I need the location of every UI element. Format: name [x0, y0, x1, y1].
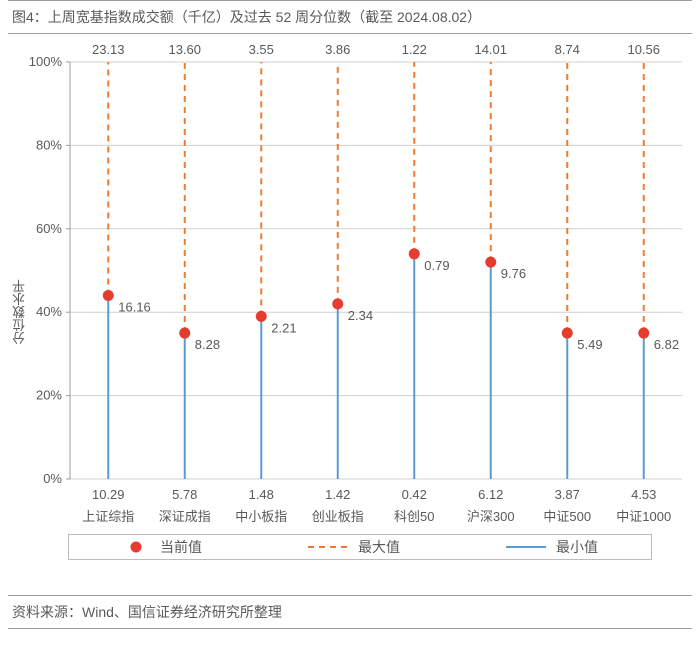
- current-dot: [409, 248, 420, 259]
- legend-current-label: 当前值: [160, 537, 202, 557]
- min-value-label: 6.12: [478, 487, 503, 502]
- source-line: 资料来源：Wind、国信证券经济研究所整理: [8, 595, 692, 629]
- category-label: 中证1000: [616, 509, 671, 524]
- category-label: 沪深300: [467, 509, 515, 524]
- min-value-label: 3.87: [555, 487, 580, 502]
- current-dot: [638, 328, 649, 339]
- legend-min-label: 最小值: [556, 537, 598, 557]
- svg-text:80%: 80%: [36, 137, 62, 152]
- current-value-label: 8.28: [195, 337, 220, 352]
- current-dot: [179, 328, 190, 339]
- current-value-label: 2.21: [271, 320, 296, 335]
- max-value-label: 8.74: [555, 42, 580, 57]
- svg-text:40%: 40%: [36, 304, 62, 319]
- max-value-label: 14.01: [474, 42, 507, 57]
- category-label: 科创50: [394, 509, 434, 524]
- current-value-label: 5.49: [577, 337, 602, 352]
- max-value-label: 3.55: [249, 42, 274, 57]
- min-value-label: 1.48: [249, 487, 274, 502]
- chart-title: 图4：上周宽基指数成交额（千亿）及过去 52 周分位数（截至 2024.08.0…: [8, 0, 692, 34]
- current-dot: [256, 311, 267, 322]
- min-value-label: 10.29: [92, 487, 125, 502]
- current-dot: [103, 290, 114, 301]
- range-dot-chart: 0% 20% 40% 60% 80% 100% 23.13 10.29 上证综指 16.16 13.…: [8, 34, 692, 534]
- min-value-label: 5.78: [172, 487, 197, 502]
- current-value-label: 9.76: [501, 266, 526, 281]
- max-value-label: 13.60: [168, 42, 201, 57]
- svg-text:0%: 0%: [43, 471, 62, 486]
- y-axis-label: 分位数水平: [10, 279, 29, 344]
- legend-max-label: 最大值: [358, 537, 400, 557]
- svg-text:20%: 20%: [36, 388, 62, 403]
- svg-text:100%: 100%: [29, 54, 63, 69]
- min-value-label: 1.42: [325, 487, 350, 502]
- max-value-label: 23.13: [92, 42, 125, 57]
- current-value-label: 16.16: [118, 300, 151, 315]
- category-label: 中小板指: [235, 509, 287, 524]
- chart-area: 分位数水平 0% 20% 40% 60% 80% 100% 23.13 10.29 上证综指 16…: [8, 34, 692, 589]
- legend-current: 当前值: [122, 537, 202, 557]
- max-value-label: 3.86: [325, 42, 350, 57]
- current-value-label: 6.82: [654, 337, 679, 352]
- category-label: 创业板指: [312, 509, 364, 524]
- legend-min: 最小值: [506, 537, 598, 557]
- max-value-label: 1.22: [402, 42, 427, 57]
- min-value-label: 4.53: [631, 487, 656, 502]
- current-value-label: 0.79: [424, 258, 449, 273]
- max-value-label: 10.56: [627, 42, 660, 57]
- category-label: 深证成指: [159, 509, 211, 524]
- current-dot: [562, 328, 573, 339]
- current-dot: [332, 298, 343, 309]
- svg-text:60%: 60%: [36, 221, 62, 236]
- category-label: 上证综指: [82, 509, 134, 524]
- category-label: 中证500: [543, 509, 591, 524]
- current-value-label: 2.34: [348, 308, 373, 323]
- min-value-label: 0.42: [402, 487, 427, 502]
- legend-max: 最大值: [308, 537, 400, 557]
- current-dot: [485, 257, 496, 268]
- legend: 当前值 最大值 最小值: [68, 534, 652, 560]
